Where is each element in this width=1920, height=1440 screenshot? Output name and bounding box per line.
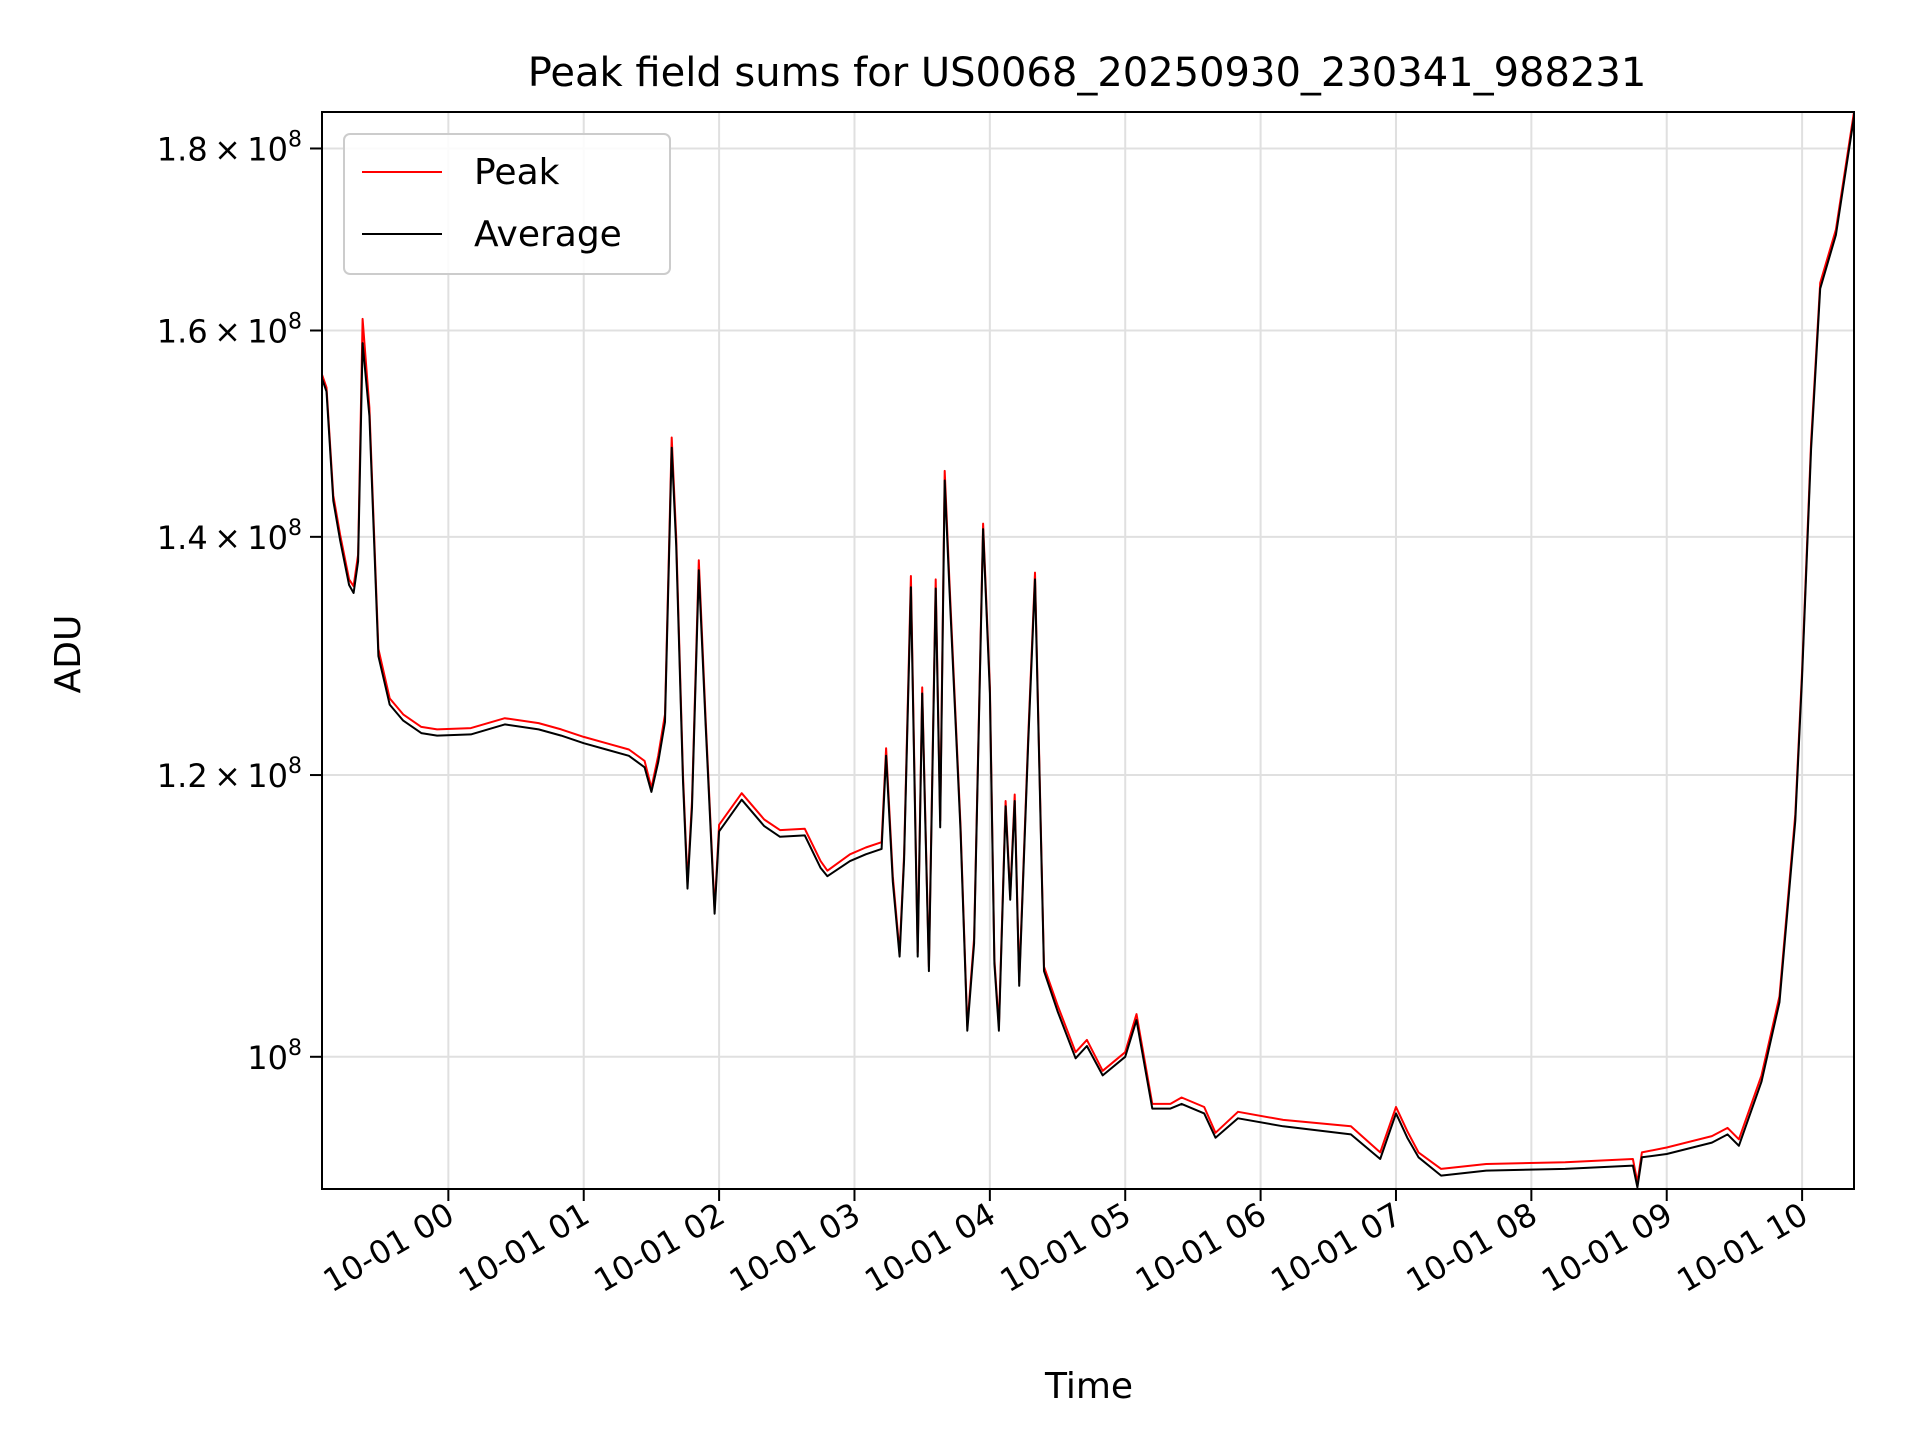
plot-frame [321, 111, 1855, 1190]
y-tick-label: 1.2 × 108 [157, 754, 302, 795]
y-tick-label: 1.6 × 108 [157, 309, 302, 350]
legend-label-peak: Peak [474, 152, 560, 193]
y-tick-exponent: 8 [288, 127, 302, 152]
y-tick-label: 108 [247, 1036, 302, 1077]
y-tick-exponent: 8 [288, 516, 302, 541]
legend-label-average: Average [474, 214, 622, 255]
legend-box [343, 133, 671, 275]
chart-title: Peak field sums for US0068_20250930_2303… [528, 50, 1647, 96]
legend: Peak Average [343, 133, 671, 275]
y-axis-label: ADU [48, 615, 89, 694]
y-tick-exponent: 8 [288, 754, 302, 779]
y-tick-label: 1.8 × 108 [157, 127, 302, 168]
y-tick-mantissa: 1.6 × 10 [157, 312, 288, 350]
y-tick-exponent: 8 [288, 1036, 302, 1061]
y-tick-mantissa: 1.8 × 10 [157, 130, 288, 168]
x-axis-label: Time [1044, 1366, 1133, 1407]
y-tick-exponent: 8 [288, 309, 302, 334]
series-layer [322, 112, 1854, 1189]
y-tick-label: 1.4 × 108 [157, 516, 302, 557]
y-tick-mantissa: 1.4 × 10 [157, 519, 288, 557]
y-tick-base: 10 [247, 1039, 288, 1077]
series-line-average [322, 116, 1854, 1189]
y-tick-mantissa: 1.2 × 10 [157, 757, 288, 795]
